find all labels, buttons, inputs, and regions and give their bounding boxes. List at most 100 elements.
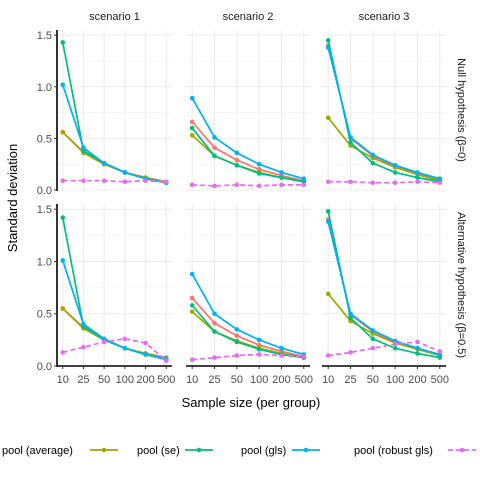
y-tick-label: 1.5 <box>37 204 52 216</box>
data-point <box>212 153 217 159</box>
data-point <box>212 355 217 360</box>
data-point <box>437 176 443 181</box>
data-point <box>415 175 420 180</box>
data-point <box>60 215 66 220</box>
data-point <box>234 157 240 163</box>
data-point <box>348 135 353 140</box>
data-point <box>415 351 420 356</box>
legend-key-point <box>196 447 202 453</box>
data-point <box>325 45 331 50</box>
data-point <box>189 295 195 301</box>
data-point <box>81 178 86 184</box>
x-tick-label: 500 <box>295 374 313 386</box>
legend-key-point <box>459 447 465 453</box>
data-point <box>256 352 262 357</box>
data-point <box>437 180 443 186</box>
x-tick-label: 100 <box>116 374 134 386</box>
data-point <box>60 350 66 355</box>
series-line <box>62 131 167 183</box>
data-point <box>212 329 217 334</box>
data-point <box>234 339 240 345</box>
y-tick-label: 0.0 <box>37 361 52 373</box>
series-line <box>327 47 441 180</box>
data-point <box>212 145 217 150</box>
legend-label: pool (gls) <box>241 445 286 457</box>
x-tick-label: 25 <box>208 374 220 386</box>
data-point <box>279 182 284 188</box>
data-point <box>60 258 66 263</box>
data-point <box>325 115 331 121</box>
data-point <box>279 170 284 175</box>
data-point <box>60 82 66 88</box>
data-point <box>415 170 420 175</box>
series-line <box>191 121 304 182</box>
legend-key-point <box>101 447 107 453</box>
facet-strip-label: scenario 3 <box>359 11 410 23</box>
data-point <box>143 178 148 184</box>
x-tick-label: 25 <box>77 374 89 386</box>
data-point <box>234 333 240 338</box>
x-tick-label: 500 <box>431 374 449 386</box>
data-point <box>234 162 240 168</box>
data-point <box>370 336 376 342</box>
data-point <box>189 119 195 125</box>
series-line <box>62 337 167 362</box>
data-point <box>325 38 331 43</box>
data-point <box>189 125 195 131</box>
data-point <box>212 311 217 317</box>
data-point <box>348 350 353 355</box>
data-point <box>348 140 353 145</box>
data-point <box>212 320 217 326</box>
data-point <box>256 171 262 176</box>
data-point <box>392 341 398 347</box>
data-point <box>256 346 262 352</box>
data-point <box>392 345 398 351</box>
data-point <box>60 40 66 45</box>
legend-label: pool (robust gls) <box>354 445 433 457</box>
legend-label: pool (average) <box>2 445 73 457</box>
series-line <box>328 341 441 357</box>
data-point <box>189 95 195 101</box>
x-axis-title: Sample size (per group) <box>182 395 321 410</box>
series-line <box>191 97 305 180</box>
data-point <box>415 339 420 345</box>
data-point <box>60 178 66 184</box>
facet-strip-label: scenario 2 <box>223 11 274 23</box>
data-point <box>415 179 420 185</box>
data-point <box>256 183 262 189</box>
legend-label: pool (se) <box>137 445 180 457</box>
data-point <box>189 303 195 308</box>
legend-key-point <box>303 447 309 453</box>
y-tick-label: 0.5 <box>37 309 52 321</box>
data-point <box>325 219 331 225</box>
data-point <box>279 345 284 351</box>
data-point <box>122 336 128 342</box>
data-point <box>234 327 240 332</box>
facet-strip-label: Alternative hypothesis (β=0.5) <box>455 212 467 358</box>
data-point <box>122 179 128 185</box>
data-point <box>370 328 376 333</box>
data-point <box>189 132 195 138</box>
x-tick-label: 200 <box>136 374 154 386</box>
data-point <box>301 354 307 359</box>
data-point <box>348 311 353 317</box>
series-line <box>62 179 167 183</box>
data-point <box>370 160 376 166</box>
data-point <box>81 344 86 350</box>
y-axis-title: Standard deviation <box>5 144 20 252</box>
data-point <box>143 352 148 357</box>
series-line <box>328 180 440 184</box>
data-point <box>163 358 169 364</box>
data-point <box>122 170 128 175</box>
data-point <box>279 175 284 180</box>
x-tick-label: 10 <box>186 374 198 386</box>
data-point <box>279 353 284 358</box>
data-point <box>348 179 353 185</box>
series-line <box>191 297 304 358</box>
x-tick-label: 50 <box>98 374 110 386</box>
data-point <box>392 170 398 175</box>
x-tick-label: 100 <box>250 374 268 386</box>
series-line <box>191 304 304 359</box>
data-point <box>60 129 66 135</box>
